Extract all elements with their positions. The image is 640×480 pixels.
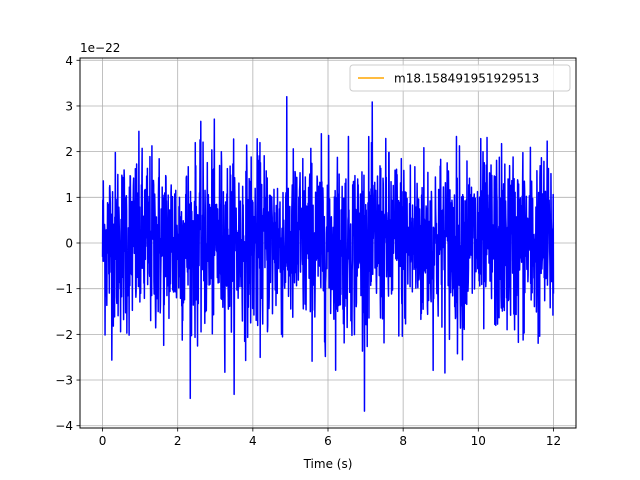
x-tick-label: 10 <box>471 434 486 448</box>
x-tick-label: 6 <box>324 434 332 448</box>
noise-signal-line <box>101 96 555 412</box>
legend-box <box>349 64 571 92</box>
y-tick-label: 4 <box>65 54 73 68</box>
x-tick-label: 8 <box>399 434 407 448</box>
x-ticks: 0 2 4 6 8 10 12 <box>99 428 561 448</box>
legend: m18.158491951929513 <box>349 64 571 92</box>
legend-label: m18.158491951929513 <box>394 72 539 86</box>
y-tick-label: 3 <box>65 99 73 113</box>
x-tick-label: 4 <box>249 434 257 448</box>
y-tick-label: −4 <box>55 419 73 433</box>
y-tick-label: 2 <box>65 145 73 159</box>
series-layer <box>101 96 555 412</box>
offset-text: 1e−22 <box>80 41 120 55</box>
y-ticks: −4 −3 −2 −1 0 1 2 3 4 <box>55 54 80 433</box>
x-tick-label: 0 <box>99 434 107 448</box>
x-tick-label: 12 <box>546 434 561 448</box>
y-tick-label: −2 <box>55 328 73 342</box>
y-tick-label: −3 <box>55 374 73 388</box>
x-axis-label: Time (s) <box>303 457 353 471</box>
y-tick-label: 1 <box>65 191 73 205</box>
y-tick-label: 0 <box>65 237 73 251</box>
x-tick-label: 2 <box>174 434 182 448</box>
y-tick-label: −1 <box>55 282 73 296</box>
